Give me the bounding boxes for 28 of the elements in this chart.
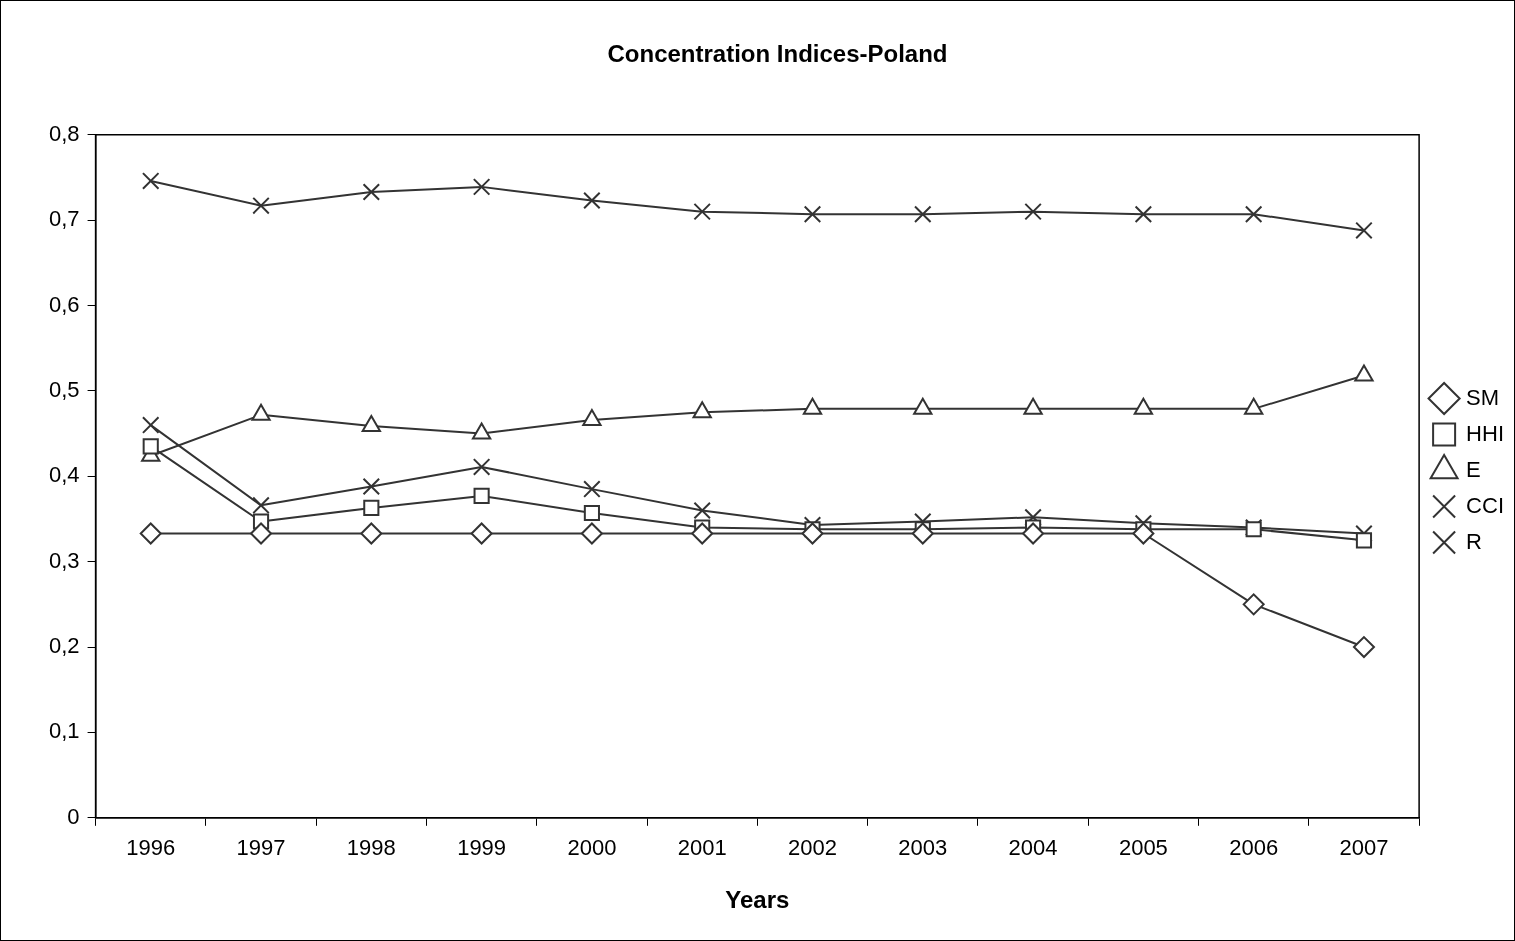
x-tick-label: 1998 [346, 835, 396, 861]
x-tick-label: 2007 [1339, 835, 1389, 861]
x-tick-label: 2003 [898, 835, 948, 861]
legend-label: CCI [1466, 492, 1504, 518]
y-tick-label: 0 [67, 803, 80, 829]
legend-label: HHI [1466, 420, 1504, 446]
y-tick-label: 0,1 [48, 718, 80, 744]
x-tick-label: 2000 [567, 835, 617, 861]
legend-label: E [1466, 456, 1481, 482]
x-tick-label: 1997 [236, 835, 286, 861]
x-axis-title: Years [725, 886, 790, 914]
legend-label: SM [1466, 384, 1500, 410]
chart-title: Concentration Indices-Poland [607, 40, 948, 68]
x-tick-label: 2006 [1229, 835, 1279, 861]
x-tick-label: 2002 [788, 835, 837, 861]
x-tick-label: 2004 [1008, 835, 1058, 861]
legend-label: R [1466, 528, 1482, 554]
x-tick-label: 1996 [126, 835, 176, 861]
y-tick-label: 0,3 [48, 547, 80, 573]
y-tick-label: 0,7 [48, 206, 80, 232]
y-tick-label: 0,6 [48, 291, 80, 317]
y-tick-label: 0,2 [48, 633, 80, 659]
x-tick-label: 2005 [1118, 835, 1168, 861]
y-tick-label: 0,5 [48, 376, 80, 402]
y-tick-label: 0,8 [48, 120, 80, 146]
x-tick-label: 2001 [677, 835, 727, 861]
y-tick-label: 0,4 [48, 462, 80, 488]
x-tick-label: 1999 [457, 835, 507, 861]
